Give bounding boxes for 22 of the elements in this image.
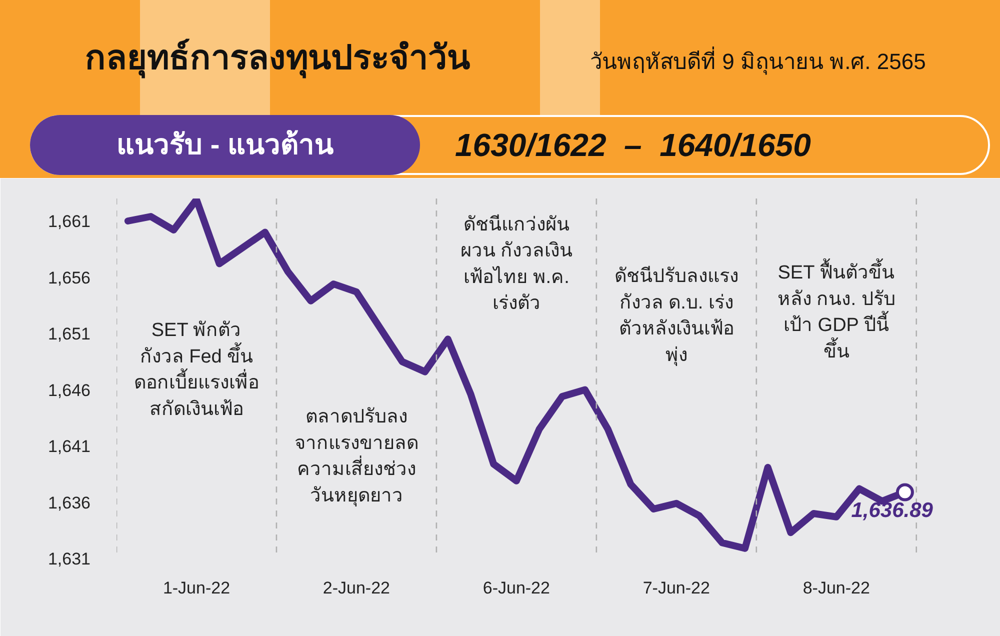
annotation: SET พักตัว กังวล Fed ขึ้น ดอกเบี้ยแรงเพื่อ สกัดเงินเฟ้อ [134, 320, 259, 420]
text: แนวรับ - แนวต้าน [30, 115, 420, 175]
text: 1630/1622 – 1640/1650 [455, 126, 811, 165]
annotation: ดัชนีปรับลงแรง กังวล ด.บ. เร่ง ตัวหลังเงินเฟ้อ พุ่ง [614, 265, 738, 367]
x-tick-label: 1-Jun-22 [162, 578, 230, 598]
y-tick-label: 1,646 [48, 380, 91, 400]
y-tick-label: 1,661 [48, 212, 91, 231]
y-tick-label: 1,641 [48, 437, 91, 456]
y-tick-label: 1,651 [48, 324, 91, 344]
y-tick-label: 1,636 [48, 493, 91, 512]
x-tick-label: 8-Jun-22 [802, 578, 870, 598]
x-tick-label: 6-Jun-22 [482, 578, 550, 598]
annotation: ตลาดปรับลง จากแรงขายลด ความเสี่ยงช่วง วันหยุดยาว [294, 406, 418, 508]
annotation: ดัชนีแกว่งผัน ผวน กังวลเงิน เฟ้อไทย พ.ค. เร่งตัว [460, 213, 573, 314]
x-tick-label: 7-Jun-22 [642, 578, 710, 598]
chart-subtitle: วันพฤหัสบดีที่ 9 มิถุนายน พ.ศ. 2565 [590, 46, 926, 77]
y-tick-label: 1,656 [48, 268, 91, 288]
annotation: 1,636.89 [851, 499, 934, 522]
x-tick-label: 2-Jun-22 [322, 578, 390, 598]
chart-title: กลยุทธ์การลงทุนประจำวัน [85, 38, 470, 80]
annotation: SET ฟื้นตัวขึ้น หลัง กนง. ปรับ เป้า GDP ปีนี้ ขึ้น [777, 258, 896, 362]
y-tick-label: 1,631 [48, 550, 91, 568]
